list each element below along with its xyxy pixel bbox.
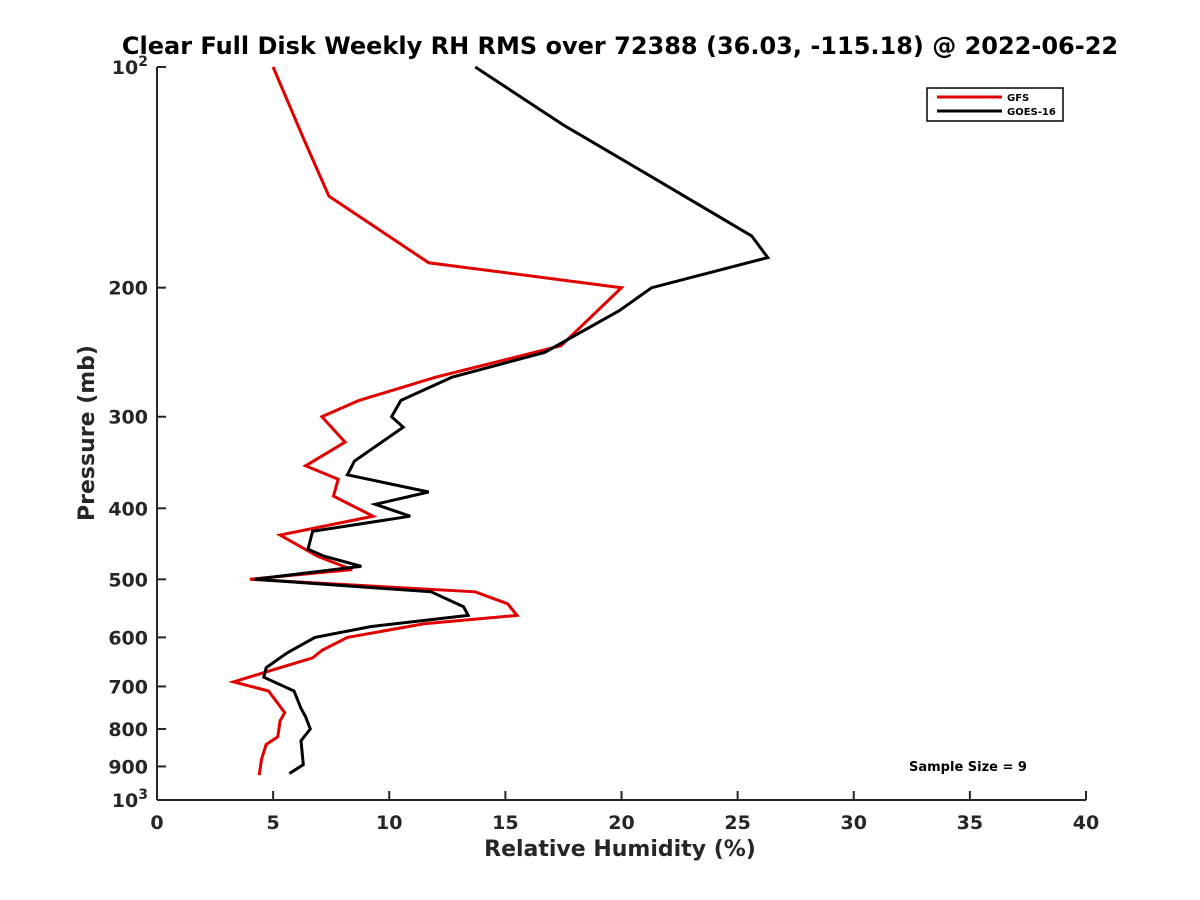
chart-title: Clear Full Disk Weekly RH RMS over 72388…: [122, 32, 1118, 60]
legend-box: [926, 87, 1064, 122]
y-tick-label: 600: [108, 627, 148, 649]
y-tick-label: 200: [108, 278, 148, 300]
x-tick-label: 35: [957, 812, 983, 834]
x-tick-label: 20: [608, 812, 634, 834]
axes-layer: 0 5 10 15 20 25 30 35 40 102 200 300 400 500 600 700 800…: [108, 54, 1099, 834]
sample-size-annotation: Sample Size = 9: [909, 760, 1027, 775]
legend: GFS GOES-16: [926, 87, 1064, 122]
x-tick-label: 5: [267, 812, 280, 834]
y-tick-label: 900: [108, 756, 148, 778]
x-tick-label: 15: [492, 812, 518, 834]
y-tick-label: 500: [108, 569, 148, 591]
y-tick-label: 700: [108, 676, 148, 698]
series-line-goes-16: [254, 65, 771, 775]
y-tick-label: 800: [108, 719, 148, 741]
y-tick-label: 300: [108, 407, 148, 429]
plot-area: [157, 67, 1086, 800]
y-axis-label: Pressure (mb): [75, 345, 100, 521]
x-tick-label: 0: [150, 812, 163, 834]
x-axis-label: Relative Humidity (%): [484, 837, 756, 862]
legend-label: GOES-16: [1007, 107, 1056, 118]
y-tick-label: 102: [112, 54, 148, 79]
x-tick-label: 30: [841, 812, 867, 834]
legend-label: GFS: [1007, 93, 1029, 104]
x-tick-label: 25: [724, 812, 750, 834]
y-tick-label: 103: [112, 787, 148, 812]
y-tick-label: 400: [108, 498, 148, 520]
series-layer: [228, 65, 771, 776]
x-tick-label: 10: [376, 812, 402, 834]
x-tick-label: 40: [1073, 812, 1099, 834]
